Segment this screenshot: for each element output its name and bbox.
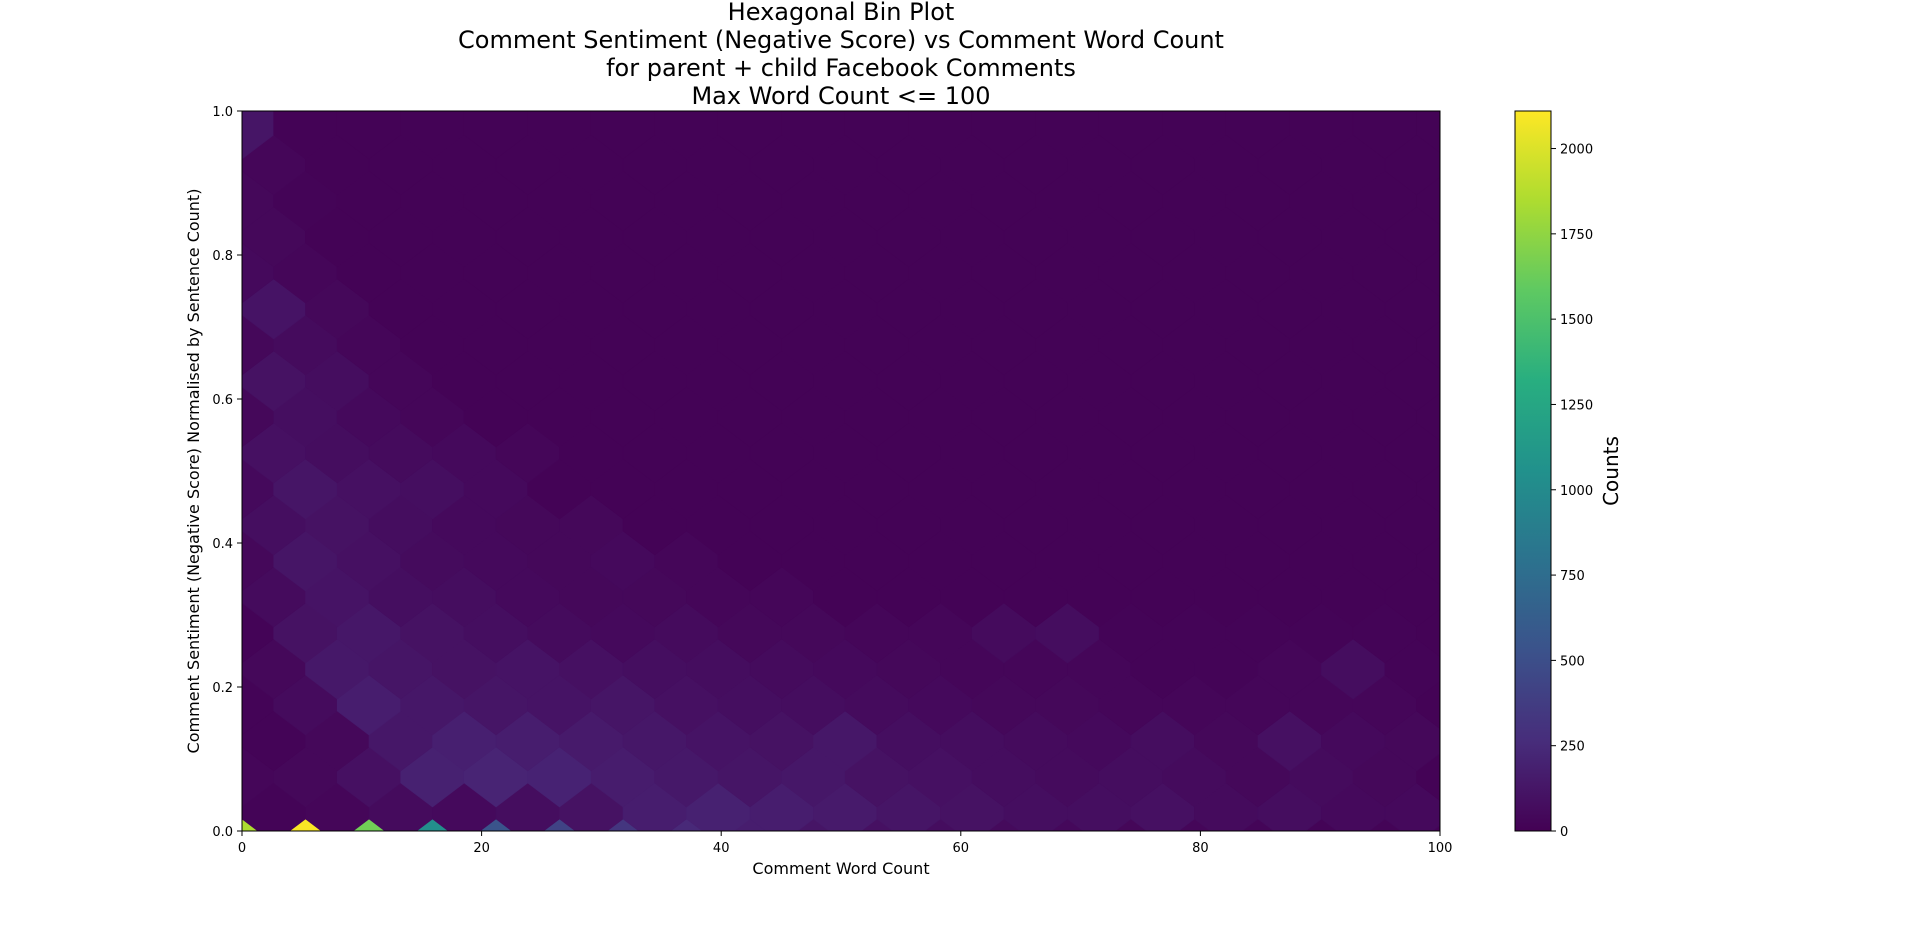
y-axis-label: Comment Sentiment (Negative Score) Norma… — [184, 189, 203, 754]
hex-bin — [1289, 111, 1354, 160]
colorbar-tick-label: 0 — [1560, 825, 1568, 840]
colorbar-tick-label: 1000 — [1560, 484, 1593, 499]
hex-bin — [1035, 111, 1100, 160]
y-tick-label: 0.2 — [212, 681, 233, 696]
colorbar-tick-label: 1500 — [1560, 313, 1593, 328]
hex-bin — [1162, 111, 1227, 160]
colorbar-tick-label: 750 — [1560, 569, 1585, 584]
x-tick-label: 60 — [953, 841, 970, 856]
colorbar-tick-label: 250 — [1560, 740, 1585, 755]
colorbar-tick-label: 1750 — [1560, 228, 1593, 243]
colorbar-label: Counts — [1599, 436, 1623, 506]
colorbar-tick-label: 1250 — [1560, 398, 1593, 413]
colorbar-ticks: 0 250 500 750 1000 1250 1500 1750 2000 — [1551, 143, 1593, 840]
hex-bin — [1448, 459, 1512, 555]
x-tick-label: 0 — [238, 841, 246, 856]
hex-bin — [1448, 99, 1512, 195]
hex-bin — [1448, 315, 1512, 411]
hex-bin — [400, 111, 465, 160]
hex-bin — [908, 111, 973, 160]
hex-bin — [1448, 675, 1512, 771]
title-line-4: Max Word Count <= 100 — [691, 82, 990, 110]
hex-bin — [336, 111, 402, 160]
colorbar — [1514, 110, 1552, 832]
x-axis-ticks: 0 20 40 60 80 100 — [238, 831, 1453, 856]
x-tick-label: 20 — [473, 841, 490, 856]
colorbar-tick-label: 2000 — [1560, 143, 1593, 158]
hex-bin — [1448, 747, 1512, 843]
title-line-1: Hexagonal Bin Plot — [728, 0, 955, 26]
hex-bin — [527, 111, 592, 160]
hex-bin — [1448, 603, 1512, 699]
hex-bin — [1352, 111, 1417, 160]
x-tick-label: 100 — [1428, 841, 1453, 856]
hex-bin — [1448, 531, 1512, 627]
hex-bin — [971, 111, 1036, 160]
hex-bin — [844, 111, 910, 160]
hex-bin — [781, 111, 846, 160]
hex-bin — [242, 111, 275, 160]
hex-bin — [717, 111, 783, 160]
title-line-2: Comment Sentiment (Negative Score) vs Co… — [458, 26, 1224, 54]
plot-frame — [241, 110, 1441, 832]
hex-bin — [1098, 111, 1163, 160]
hex-bin — [1225, 111, 1290, 160]
chart-title: Hexagonal Bin Plot Comment Sentiment (Ne… — [458, 0, 1224, 110]
hex-layer — [242, 99, 1512, 843]
x-tick-label: 80 — [1192, 841, 1209, 856]
hex-bin — [1448, 171, 1512, 267]
hex-bin — [1448, 243, 1512, 339]
hex-bin — [1416, 111, 1440, 154]
y-tick-label: 0.4 — [212, 537, 233, 552]
hex-bin — [273, 111, 338, 160]
x-tick-label: 40 — [713, 841, 730, 856]
y-tick-label: 0.8 — [212, 249, 233, 264]
x-axis-label: Comment Word Count — [752, 859, 929, 878]
hex-bin — [463, 111, 529, 160]
y-tick-label: 1.0 — [212, 105, 233, 120]
y-tick-label: 0.6 — [212, 393, 233, 408]
y-axis-ticks: 0.0 0.2 0.4 0.6 0.8 1.0 — [212, 105, 242, 840]
hex-bin — [1448, 387, 1512, 483]
title-line-3: for parent + child Facebook Comments — [606, 54, 1076, 82]
hex-bin — [590, 111, 656, 160]
colorbar-tick-label: 500 — [1560, 654, 1585, 669]
y-tick-label: 0.0 — [212, 825, 233, 840]
hex-bin — [654, 111, 719, 160]
